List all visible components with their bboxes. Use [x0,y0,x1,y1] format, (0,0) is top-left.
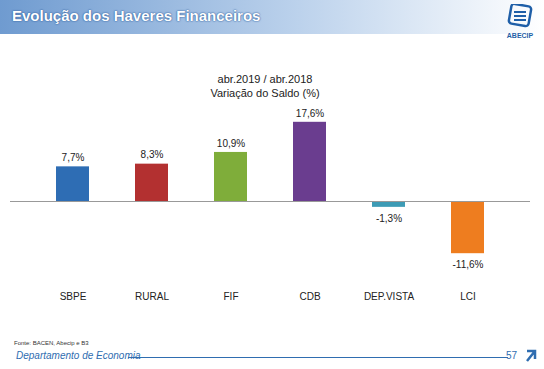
html-text:Departamento de Economia: Departamento de Economia [16,350,141,361]
html-text:Variação do Saldo (%): Variação do Saldo (%) [210,87,320,99]
svg-text:LCI: LCI [460,291,476,302]
html-text:57: 57 [506,350,518,361]
html-text:abr.2019 / abr.2018: abr.2019 / abr.2018 [217,73,313,85]
svg-text:RURAL: RURAL [135,291,169,302]
html-text:Fonte: BACEN, Abecip e B3: Fonte: BACEN, Abecip e B3 [14,340,89,346]
svg-text:-1,3%: -1,3% [376,213,402,224]
svg-text:FIF: FIF [224,291,239,302]
svg-text:CDB: CDB [299,291,320,302]
svg-text:17,6%: 17,6% [296,108,324,119]
svg-text:7,7%: 7,7% [62,152,85,163]
html-text:Evolução dos Haveres Financeir: Evolução dos Haveres Financeiros [12,7,261,24]
svg-text:-11,6%: -11,6% [453,259,484,270]
svg-text:SBPE: SBPE [60,291,87,302]
html-text:ABECIP: ABECIP [506,32,534,39]
svg-text:DEP.VISTA: DEP.VISTA [364,291,415,302]
svg-text:8,3%: 8,3% [141,149,164,160]
svg-text:10,9%: 10,9% [217,138,245,149]
